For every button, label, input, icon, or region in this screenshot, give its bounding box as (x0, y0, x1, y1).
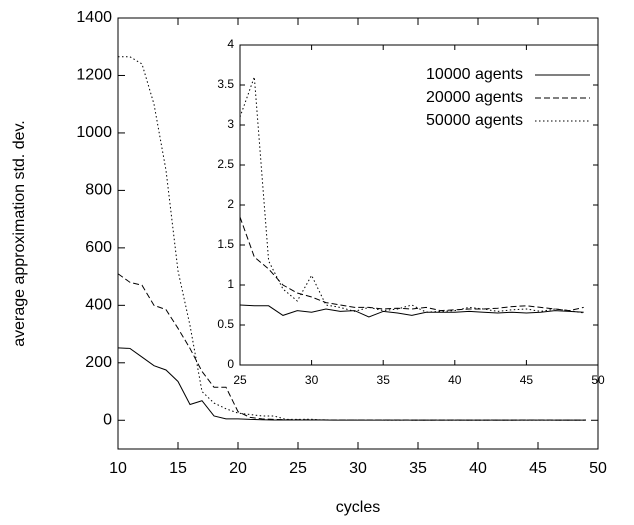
y-tick-label: 3.5 (217, 77, 234, 91)
x-tick-label: 25 (233, 373, 247, 387)
y-tick-label: 1400 (76, 9, 112, 26)
legend-label: 50000 agents (426, 112, 523, 129)
y-tick-label: 4 (227, 37, 234, 51)
series-line (239, 216, 584, 312)
y-tick-label: 0 (227, 357, 234, 371)
x-tick-label: 30 (305, 373, 319, 387)
y-tick-label: 3 (227, 117, 234, 131)
x-tick-label: 40 (469, 460, 487, 477)
x-tick-label: 20 (229, 460, 247, 477)
y-tick-label: 2 (227, 197, 234, 211)
series-line (239, 304, 584, 318)
x-tick-label: 30 (349, 460, 367, 477)
x-axis-label: cycles (336, 499, 380, 516)
y-tick-label: 0 (103, 411, 112, 428)
y-tick-label: 1200 (76, 67, 112, 84)
x-tick-label: 45 (529, 460, 547, 477)
series-line (239, 76, 584, 314)
y-tick-label: 600 (85, 239, 112, 256)
x-tick-label: 15 (169, 460, 187, 477)
x-tick-label: 35 (409, 460, 427, 477)
y-tick-label: 1.5 (217, 237, 234, 251)
y-tick-label: 200 (85, 354, 112, 371)
legend-label: 10000 agents (426, 66, 523, 83)
x-tick-label: 45 (520, 373, 534, 387)
y-axis-label: average approximation std. dev. (11, 120, 28, 347)
x-tick-label: 25 (289, 460, 307, 477)
legend-label: 20000 agents (426, 89, 523, 106)
x-tick-label: 35 (377, 373, 391, 387)
y-tick-label: 1000 (76, 124, 112, 141)
x-tick-label: 50 (591, 373, 605, 387)
series-line (118, 56, 587, 421)
y-tick-label: 400 (85, 297, 112, 314)
x-tick-label: 40 (448, 373, 462, 387)
x-tick-label: 10 (109, 460, 127, 477)
y-tick-label: 800 (85, 182, 112, 199)
x-tick-label: 50 (589, 460, 607, 477)
y-tick-label: 0.5 (217, 317, 234, 331)
y-tick-label: 2.5 (217, 157, 234, 171)
y-tick-label: 1 (227, 277, 234, 291)
plot-frame (239, 44, 599, 366)
